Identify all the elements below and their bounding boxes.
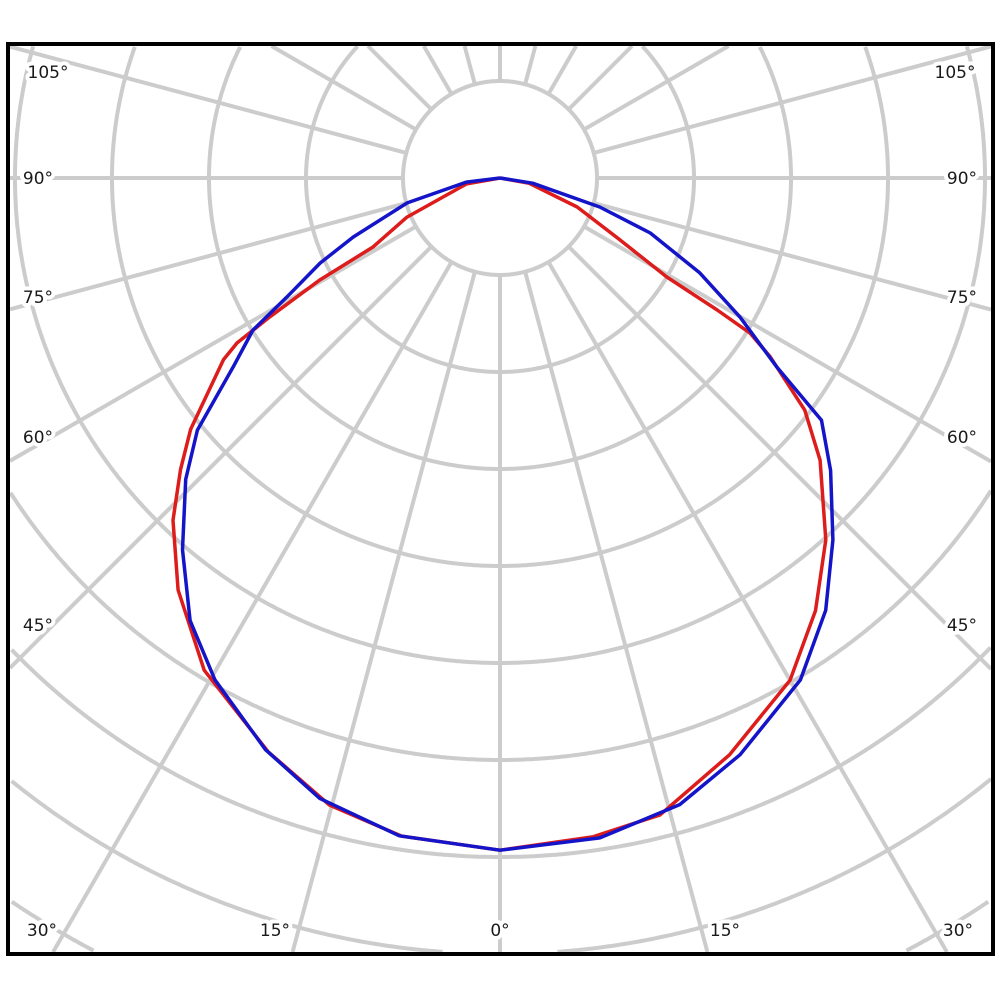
grid-spoke bbox=[567, 44, 634, 111]
grid-spoke bbox=[422, 45, 454, 95]
grid-spoke bbox=[593, 44, 992, 155]
grid-ring bbox=[10, 779, 443, 954]
angle-tick-label: 90° bbox=[23, 169, 53, 189]
angle-tick-label: 0° bbox=[490, 921, 509, 941]
angle-tick-label: 105° bbox=[28, 63, 69, 83]
plot-frame bbox=[6, 42, 995, 956]
grid-spoke bbox=[462, 45, 477, 85]
grid-spoke bbox=[270, 44, 418, 132]
angle-tick-label: 60° bbox=[23, 428, 53, 448]
angle-tick-label: 30° bbox=[27, 921, 57, 941]
grid-spoke bbox=[366, 44, 433, 111]
angle-tick-label: 45° bbox=[947, 616, 977, 636]
grid-spoke bbox=[593, 201, 992, 312]
curves bbox=[171, 176, 835, 852]
grid-spoke bbox=[9, 44, 407, 155]
grid-ring bbox=[557, 777, 993, 954]
angle-tick-label: 15° bbox=[260, 921, 290, 941]
grid-ring bbox=[905, 900, 990, 953]
angle-tick-label: 45° bbox=[23, 616, 53, 636]
angle-tick-label: 75° bbox=[947, 288, 977, 308]
angle-tick-label: 75° bbox=[23, 288, 53, 308]
angle-tick-label: 60° bbox=[947, 428, 977, 448]
grid-spoke bbox=[9, 224, 417, 463]
grid-spoke bbox=[567, 245, 993, 671]
angle-tick-label: 15° bbox=[710, 921, 740, 941]
grid-spoke bbox=[8, 245, 433, 670]
grid-spoke bbox=[290, 271, 477, 953]
angle-labels: 105° 90° 75° 60° 45° 30° 15° 0° 15° 30° 45° 60° 75° 9… bbox=[19, 59, 981, 945]
polar-grid bbox=[8, 44, 993, 954]
grid-spoke bbox=[546, 45, 578, 95]
grid-ring bbox=[10, 900, 95, 953]
grid-spoke bbox=[9, 201, 407, 312]
angle-tick-label: 30° bbox=[943, 921, 973, 941]
series-2-curve bbox=[180, 176, 835, 852]
grid-spoke bbox=[546, 260, 949, 954]
grid-spoke bbox=[523, 45, 538, 85]
grid-spoke bbox=[582, 44, 730, 132]
grid-spoke bbox=[51, 260, 454, 954]
angle-tick-label: 105° bbox=[935, 63, 976, 83]
angle-tick-label: 90° bbox=[947, 169, 977, 189]
grid-spoke bbox=[523, 271, 710, 953]
